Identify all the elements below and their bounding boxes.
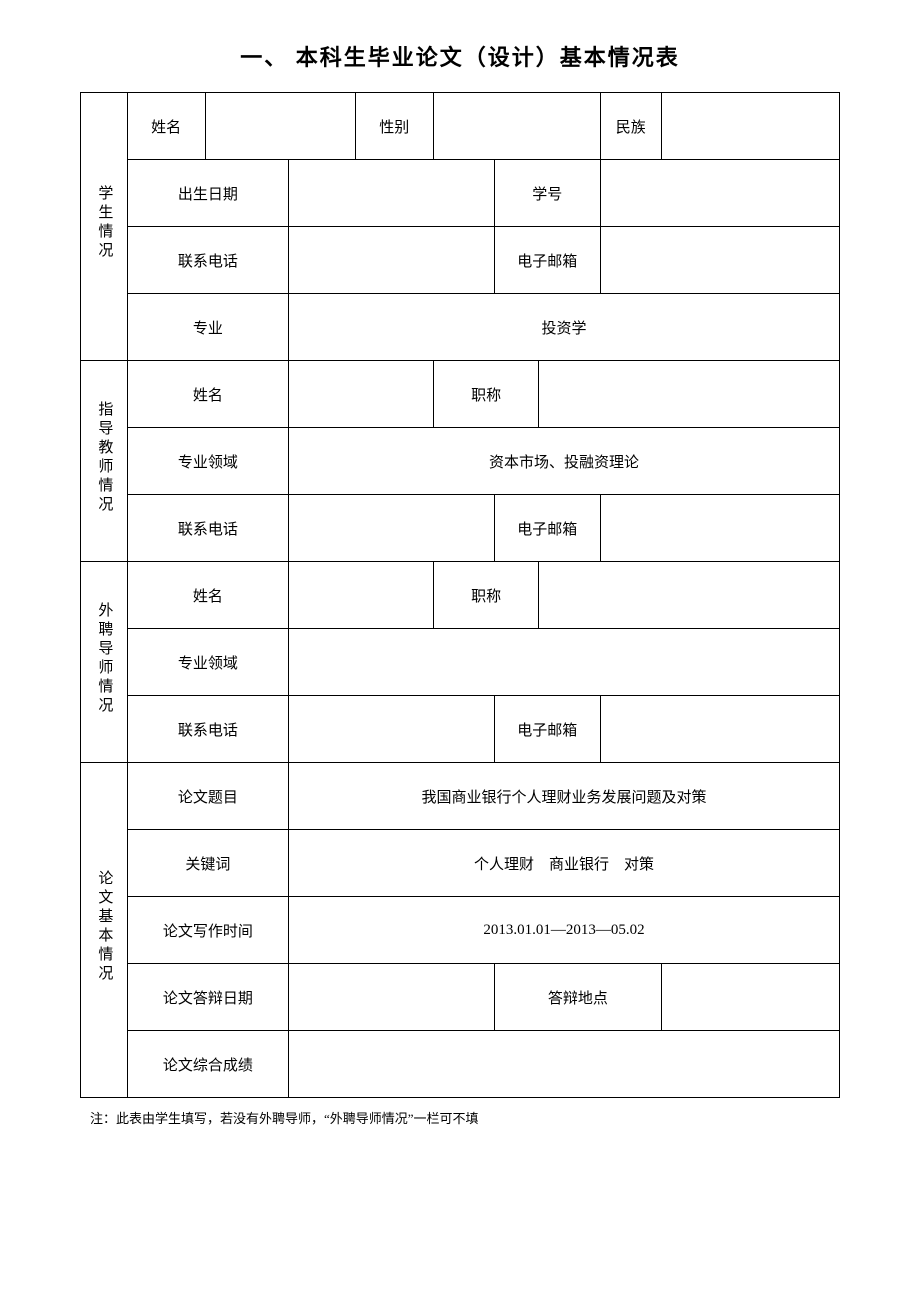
value-thesis-period: 2013.01.01—2013—05.02: [289, 897, 840, 964]
value-defense-date: [289, 964, 495, 1031]
label-thesis-period: 论文写作时间: [127, 897, 288, 964]
value-student-name: [205, 93, 355, 160]
value-external-email: [600, 696, 839, 763]
section-advisor: 指导教师情况: [81, 361, 128, 562]
section-student: 学生情况: [81, 93, 128, 361]
label-external-field: 专业领域: [127, 629, 288, 696]
label-student-no: 学号: [494, 160, 600, 227]
value-external-phone: [289, 696, 495, 763]
value-student-email: [600, 227, 839, 294]
label-defense-date: 论文答辩日期: [127, 964, 288, 1031]
value-student-major: 投资学: [289, 294, 840, 361]
page-title: 一、 本科生毕业论文（设计）基本情况表: [80, 40, 840, 72]
value-external-title: [539, 562, 840, 629]
label-external-title: 职称: [433, 562, 539, 629]
label-student-ethnicity: 民族: [600, 93, 661, 160]
value-defense-place: [661, 964, 839, 1031]
label-thesis-topic: 论文题目: [127, 763, 288, 830]
value-advisor-email: [600, 495, 839, 562]
label-student-name: 姓名: [127, 93, 205, 160]
value-thesis-keywords: 个人理财 商业银行 对策: [289, 830, 840, 897]
label-defense-place: 答辩地点: [494, 964, 661, 1031]
value-student-phone: [289, 227, 495, 294]
value-advisor-name: [289, 361, 434, 428]
value-external-name: [289, 562, 434, 629]
label-student-major: 专业: [127, 294, 288, 361]
value-thesis-score: [289, 1031, 840, 1098]
label-thesis-keywords: 关键词: [127, 830, 288, 897]
value-student-gender: [433, 93, 600, 160]
label-advisor-phone: 联系电话: [127, 495, 288, 562]
label-advisor-name: 姓名: [127, 361, 288, 428]
label-student-phone: 联系电话: [127, 227, 288, 294]
label-student-email: 电子邮箱: [494, 227, 600, 294]
value-advisor-title: [539, 361, 840, 428]
label-student-gender: 性别: [355, 93, 433, 160]
value-external-field: [289, 629, 840, 696]
value-thesis-topic: 我国商业银行个人理财业务发展问题及对策: [289, 763, 840, 830]
label-external-name: 姓名: [127, 562, 288, 629]
label-external-phone: 联系电话: [127, 696, 288, 763]
label-advisor-title: 职称: [433, 361, 539, 428]
label-thesis-score: 论文综合成绩: [127, 1031, 288, 1098]
label-external-email: 电子邮箱: [494, 696, 600, 763]
basic-info-table: 学生情况 姓名 性别 民族 出生日期 学号 联系电话 电子邮箱 专业 投资学 指…: [80, 92, 840, 1098]
value-advisor-phone: [289, 495, 495, 562]
value-student-birth: [289, 160, 495, 227]
label-advisor-email: 电子邮箱: [494, 495, 600, 562]
footnote: 注：此表由学生填写，若没有外聘导师，“外聘导师情况”一栏可不填: [90, 1108, 840, 1127]
section-external: 外聘导师情况: [81, 562, 128, 763]
label-advisor-field: 专业领域: [127, 428, 288, 495]
value-student-ethnicity: [661, 93, 839, 160]
value-student-no: [600, 160, 839, 227]
label-student-birth: 出生日期: [127, 160, 288, 227]
section-thesis: 论文基本情况: [81, 763, 128, 1098]
value-advisor-field: 资本市场、投融资理论: [289, 428, 840, 495]
